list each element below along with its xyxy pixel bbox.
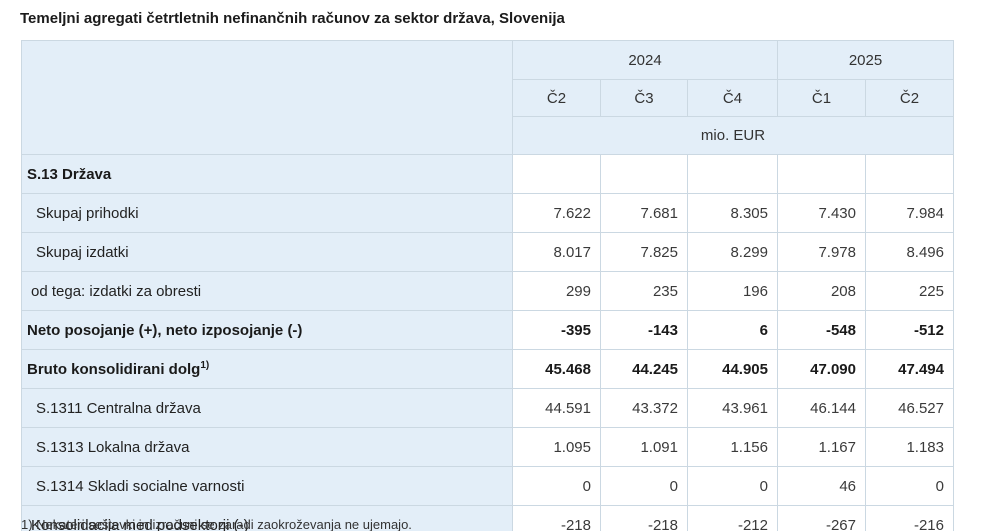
value-cell: 46.144 [777, 388, 866, 428]
table-row: Bruto konsolidirani dolg1) 45.468 44.245… [21, 349, 954, 389]
row-label: S.1313 Lokalna država [21, 427, 513, 467]
value-cell: 44.905 [687, 349, 778, 389]
value-cell: 1.167 [777, 427, 866, 467]
value-cell: 196 [687, 271, 778, 311]
value-cell: -548 [777, 310, 866, 350]
table-row: S.1314 Skladi socialne varnosti 0 0 0 46… [21, 466, 954, 506]
value-cell: 8.496 [865, 232, 954, 272]
quarter-header-row: Č2 Č3 Č4 Č1 Č2 [22, 79, 954, 117]
value-cell: -218 [512, 505, 601, 531]
row-label-text: Bruto konsolidirani dolg [27, 360, 201, 378]
row-label: S.1314 Skladi socialne varnosti [21, 466, 513, 506]
value-cell: -143 [600, 310, 688, 350]
value-cell: 225 [865, 271, 954, 311]
value-cell: 7.430 [777, 193, 866, 233]
value-cell: 43.372 [600, 388, 688, 428]
year-header-2025: 2025 [777, 40, 954, 80]
value-cell: 7.984 [865, 193, 954, 233]
value-cell: -212 [687, 505, 778, 531]
value-cell: 7.825 [600, 232, 688, 272]
value-cell: 1.095 [512, 427, 601, 467]
value-cell: 7.622 [512, 193, 601, 233]
value-cell [777, 154, 866, 194]
value-cell: 47.090 [777, 349, 866, 389]
row-label: Skupaj izdatki [21, 232, 513, 272]
year-header-2024: 2024 [512, 40, 778, 80]
value-cell: 235 [600, 271, 688, 311]
value-cell: 6 [687, 310, 778, 350]
table-row: Skupaj prihodki 7.622 7.681 8.305 7.430 … [21, 193, 954, 233]
value-cell: 44.591 [512, 388, 601, 428]
row-label: Skupaj prihodki [21, 193, 513, 233]
label-column-header [21, 40, 513, 155]
row-label: S.13 Država [21, 154, 513, 194]
value-cell: 7.681 [600, 193, 688, 233]
value-cell: -218 [600, 505, 688, 531]
footnote-marker: 1) [200, 359, 210, 371]
quarter-header: Č1 [777, 79, 866, 117]
value-cell: 0 [687, 466, 778, 506]
table-row: Konsolidacija med podsektorji (-) -218 -… [21, 505, 954, 531]
row-label: Konsolidacija med podsektorji (-) [21, 505, 513, 531]
value-cell: 8.299 [687, 232, 778, 272]
year-header-row: 2024 2025 [21, 40, 954, 155]
value-cell [512, 154, 601, 194]
page-title: Temeljni agregati četrtletnih nefinančni… [20, 10, 565, 27]
value-cell: 46 [777, 466, 866, 506]
row-label: Bruto konsolidirani dolg1) [21, 349, 513, 389]
table-footnote: 1) Nekateri seštevki in izračuni se zara… [21, 517, 412, 531]
value-cell: 47.494 [865, 349, 954, 389]
unit-header: mio. EUR [512, 116, 954, 155]
data-table: 2024 2025 Č2 Č3 Č4 Č1 Č2 mio. EUR S.13 D… [21, 40, 954, 531]
value-cell: 0 [512, 466, 601, 506]
table-row: S.1313 Lokalna država 1.095 1.091 1.156 … [21, 427, 954, 467]
value-cell: 299 [512, 271, 601, 311]
value-cell: 1.091 [600, 427, 688, 467]
value-cell: 8.305 [687, 193, 778, 233]
value-cell [865, 154, 954, 194]
value-cell: 43.961 [687, 388, 778, 428]
value-cell: 0 [865, 466, 954, 506]
table-row: Skupaj izdatki 8.017 7.825 8.299 7.978 8… [21, 232, 954, 272]
value-cell: -395 [512, 310, 601, 350]
table-row: Neto posojanje (+), neto izposojanje (-)… [21, 310, 954, 350]
value-cell [600, 154, 688, 194]
value-cell: 46.527 [865, 388, 954, 428]
value-cell: 0 [600, 466, 688, 506]
value-cell: 45.468 [512, 349, 601, 389]
row-label: Neto posojanje (+), neto izposojanje (-) [21, 310, 513, 350]
quarter-header: Č2 [512, 79, 601, 117]
quarter-header: Č4 [687, 79, 778, 117]
value-cell: 8.017 [512, 232, 601, 272]
row-label: S.1311 Centralna država [21, 388, 513, 428]
value-cell: 1.183 [865, 427, 954, 467]
value-cell: 44.245 [600, 349, 688, 389]
quarter-header: Č3 [600, 79, 688, 117]
value-cell: -216 [865, 505, 954, 531]
value-cell: 7.978 [777, 232, 866, 272]
table-row: S.13 Država [21, 154, 954, 194]
value-cell: 1.156 [687, 427, 778, 467]
value-cell: -267 [777, 505, 866, 531]
value-cell: -512 [865, 310, 954, 350]
unit-header-row: mio. EUR [22, 116, 954, 155]
table-row: S.1311 Centralna država 44.591 43.372 43… [21, 388, 954, 428]
quarter-header: Č2 [865, 79, 954, 117]
value-cell: 208 [777, 271, 866, 311]
table-row: od tega: izdatki za obresti 299 235 196 … [21, 271, 954, 311]
row-label: od tega: izdatki za obresti [21, 271, 513, 311]
value-cell [687, 154, 778, 194]
